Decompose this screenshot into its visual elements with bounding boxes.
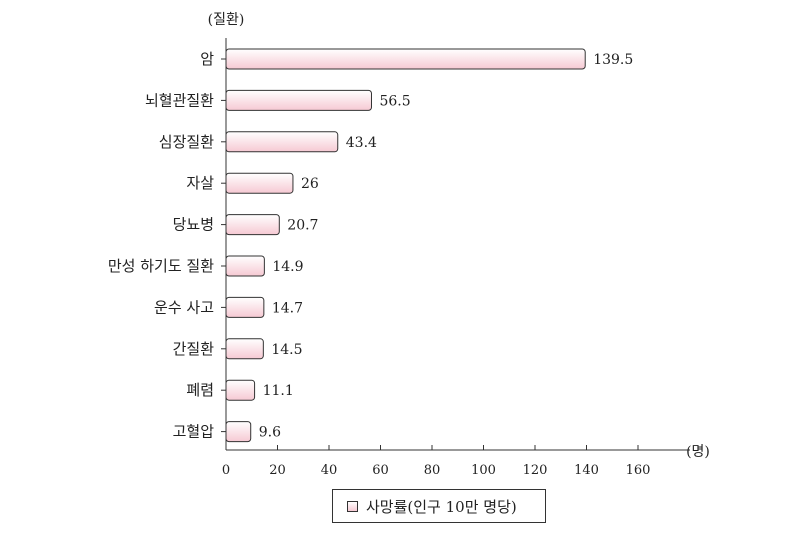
bar — [225, 296, 265, 318]
x-axis-unit-label: (명) — [686, 444, 710, 460]
category-label: 당뇨병 — [173, 216, 214, 234]
y-axis-unit-label: (질환) — [208, 12, 245, 28]
x-tick-label: 120 — [523, 463, 548, 478]
category-label: 만성 하기도 질환 — [108, 257, 214, 275]
legend-label: 사망률(인구 10만 명당) — [366, 497, 517, 516]
x-tick-label: 140 — [574, 463, 599, 478]
legend: 사망률(인구 10만 명당) — [332, 489, 546, 523]
category-label: 간질환 — [173, 340, 215, 358]
bars: 139.5 56.5 43.4 26 20.7 14.9 14.7 14.5 11.1 9.6 — [225, 48, 633, 443]
category-label: 폐렴 — [186, 381, 214, 399]
category-label: 자살 — [186, 174, 214, 192]
data-label: 139.5 — [593, 52, 633, 68]
axes: (질환) (명) 0 20 40 60 80 100 120 140 160 암뇌혈관질환심장질환자살… — [108, 12, 710, 478]
category-label: 암 — [200, 50, 214, 68]
category-label: 심장질환 — [159, 133, 214, 151]
bar — [225, 338, 264, 360]
bar — [225, 89, 372, 111]
x-tick-label: 100 — [471, 463, 496, 478]
data-label: 43.4 — [346, 135, 377, 151]
data-label: 26 — [301, 176, 319, 192]
bar — [225, 214, 280, 236]
bar — [225, 131, 339, 153]
data-label: 9.6 — [259, 425, 281, 441]
category-label: 고혈압 — [173, 423, 215, 441]
bar — [225, 421, 252, 443]
category-label: 뇌혈관질환 — [145, 91, 214, 109]
x-tick-label: 60 — [372, 463, 389, 478]
data-label: 14.5 — [271, 342, 302, 358]
x-tick-label: 20 — [269, 463, 286, 478]
x-tick-label: 80 — [424, 463, 441, 478]
x-tick-label: 160 — [626, 463, 651, 478]
bar — [225, 379, 256, 401]
data-label: 56.5 — [379, 93, 410, 109]
legend-swatch — [347, 500, 358, 512]
data-label: 14.7 — [272, 300, 303, 316]
data-label: 20.7 — [287, 218, 318, 234]
bar — [225, 48, 586, 70]
x-tick-label: 40 — [321, 463, 338, 478]
bar — [225, 255, 265, 277]
data-label: 14.9 — [272, 259, 303, 275]
bar — [225, 172, 294, 194]
category-label: 운수 사고 — [154, 298, 214, 316]
data-label: 11.1 — [263, 383, 294, 399]
x-tick-label: 0 — [222, 463, 230, 478]
